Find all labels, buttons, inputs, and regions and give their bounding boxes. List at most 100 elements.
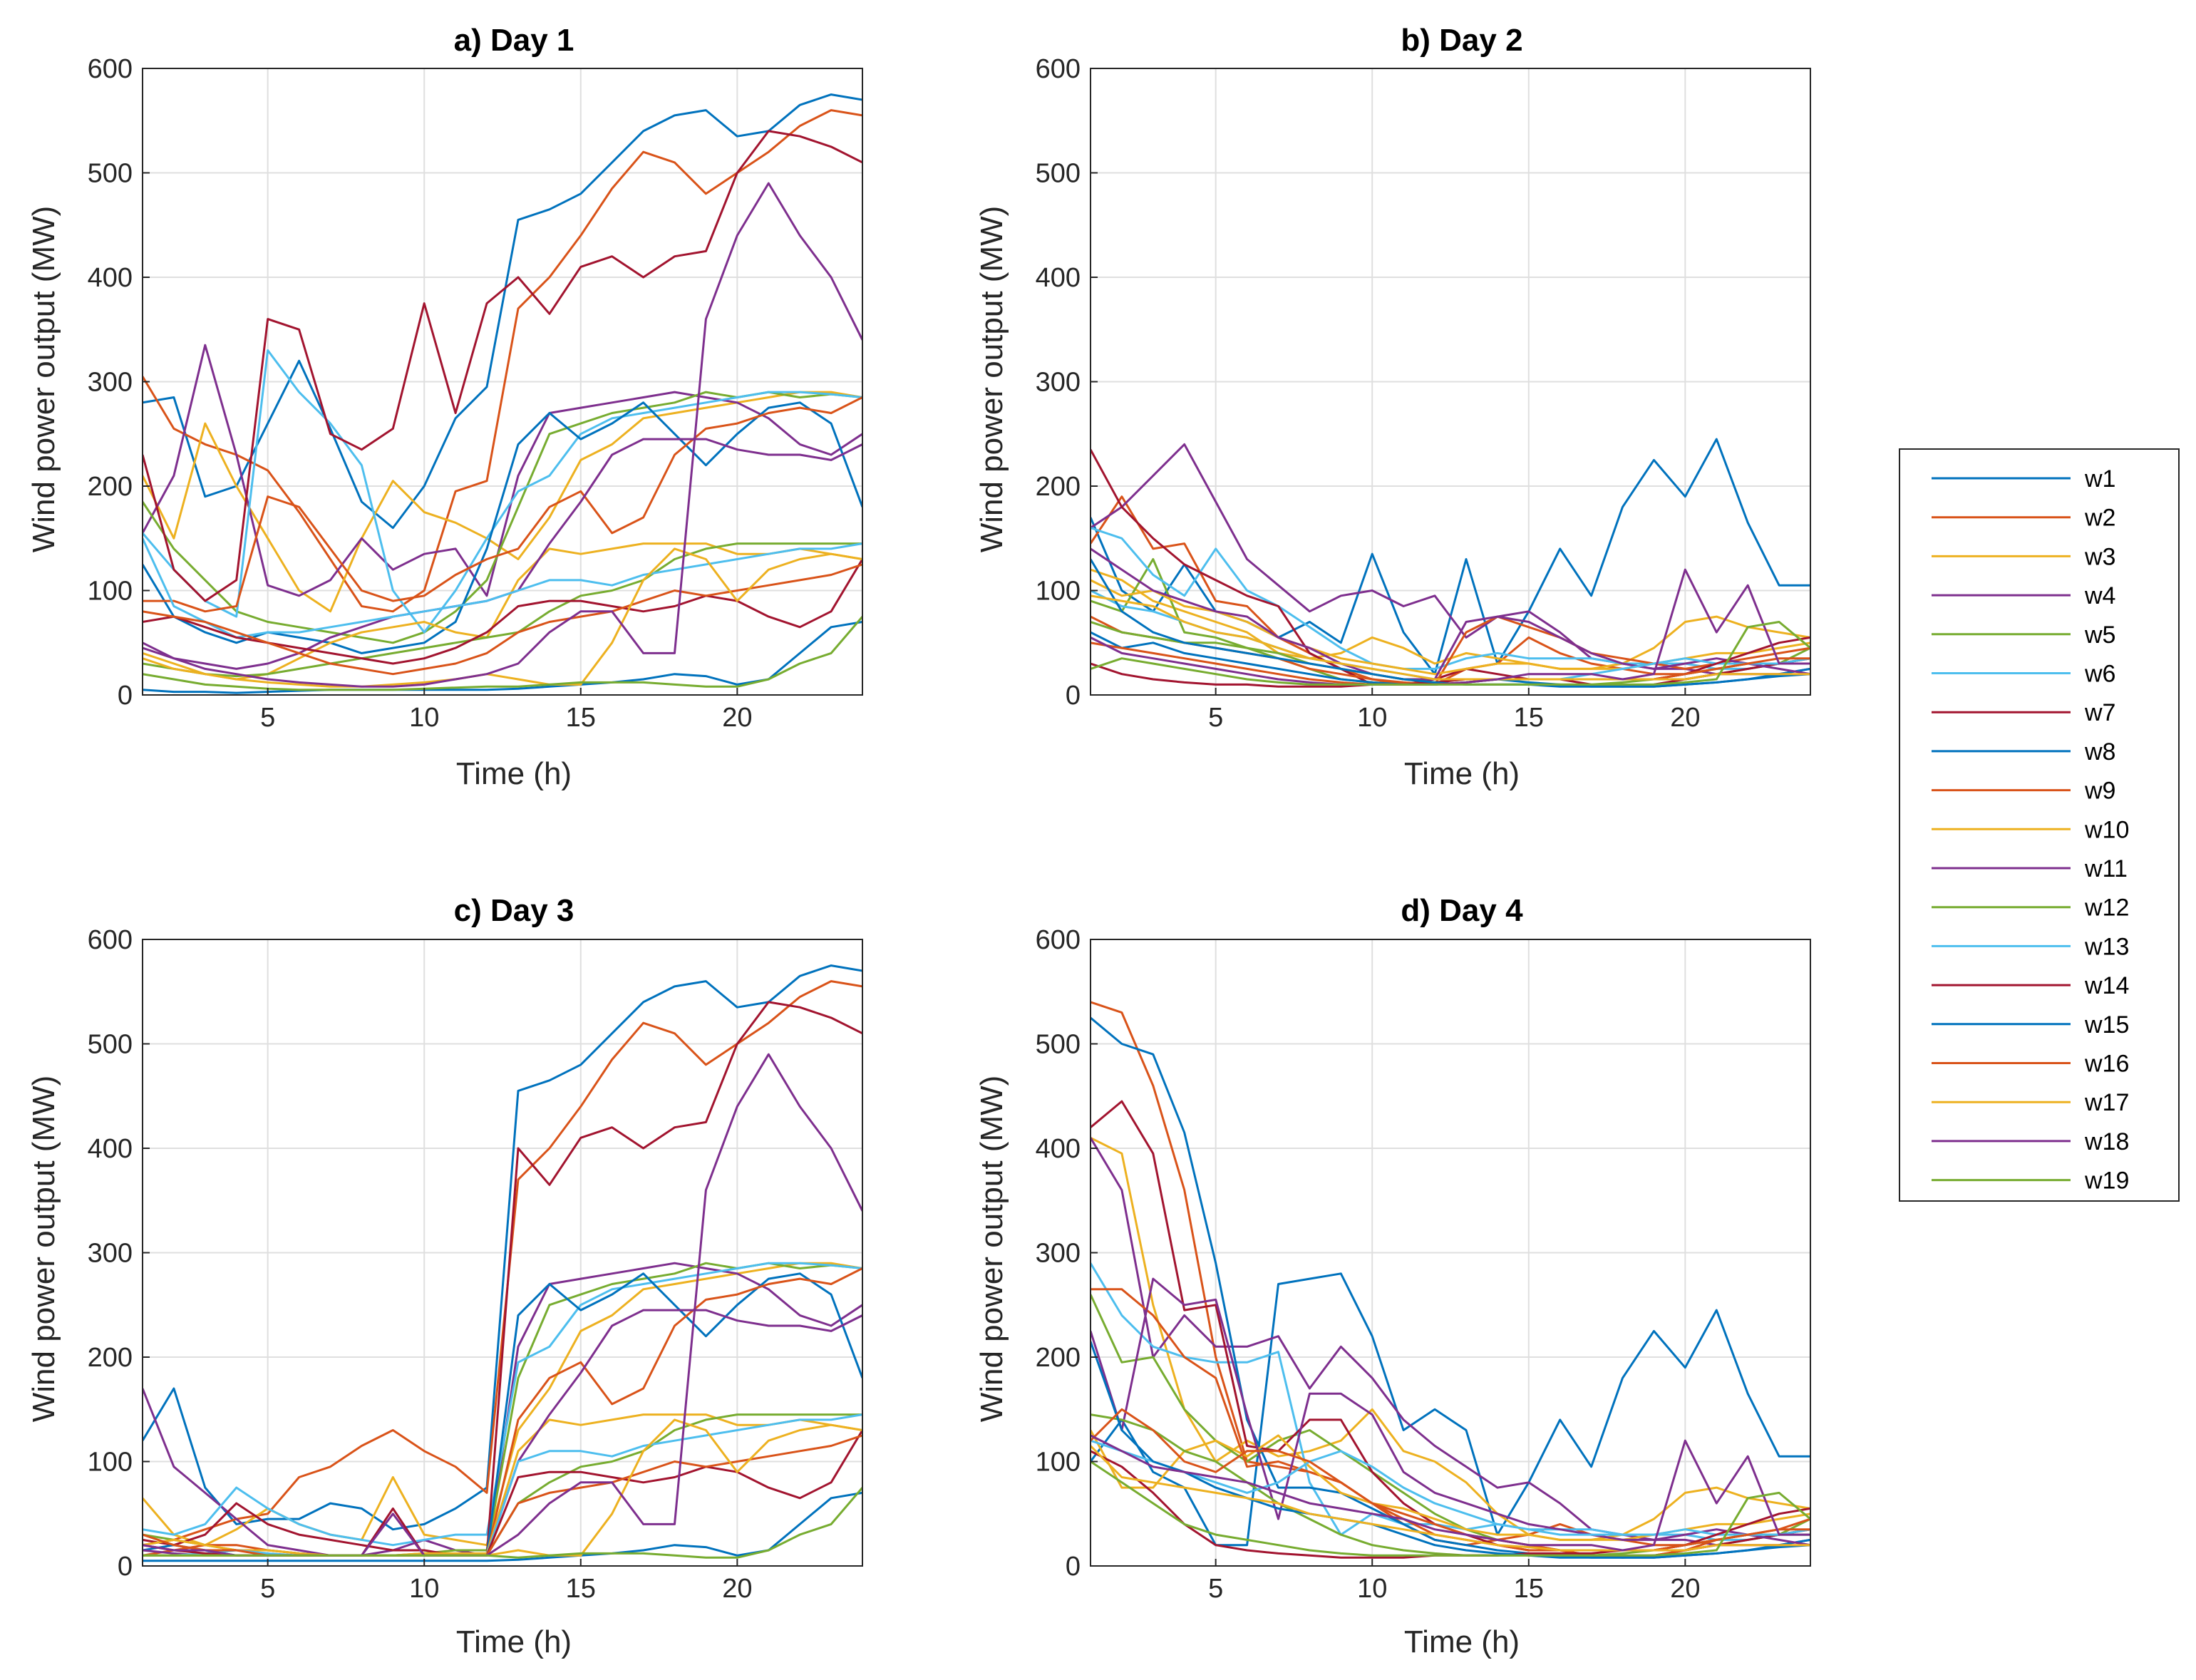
y-tick-label: 0 bbox=[1066, 681, 1081, 711]
series-line-w4 bbox=[143, 344, 862, 597]
y-tick-label: 500 bbox=[1036, 159, 1081, 189]
y-tick-label: 600 bbox=[88, 54, 133, 84]
y-tick-label: 600 bbox=[1036, 54, 1081, 84]
y-tick-label: 300 bbox=[1036, 1239, 1081, 1269]
legend-label-w2: w2 bbox=[2084, 505, 2115, 532]
y-tick-label: 200 bbox=[1036, 472, 1081, 502]
subplot-title: d) Day 4 bbox=[1401, 893, 1523, 928]
legend-label-w13: w13 bbox=[2084, 933, 2129, 960]
series-line-w10 bbox=[1091, 1429, 1810, 1541]
series-line-w19 bbox=[1091, 621, 1810, 686]
legend-label-w18: w18 bbox=[2084, 1128, 2129, 1155]
x-tick-label: 5 bbox=[260, 1574, 275, 1604]
legend-label-w11: w11 bbox=[2084, 855, 2128, 882]
legend-label-w3: w3 bbox=[2084, 543, 2115, 570]
series-line-w1 bbox=[1091, 1272, 1810, 1547]
x-tick-label: 5 bbox=[260, 703, 275, 733]
series-line-w4 bbox=[1091, 1137, 1810, 1547]
y-tick-label: 0 bbox=[1066, 1552, 1081, 1582]
y-tick-label: 400 bbox=[1036, 263, 1081, 293]
legend-label-w8: w8 bbox=[2084, 738, 2115, 766]
series-line-w16 bbox=[1091, 1408, 1810, 1552]
x-tick-label: 15 bbox=[566, 1574, 596, 1604]
legend-label-w15: w15 bbox=[2084, 1011, 2129, 1039]
series-line-w7 bbox=[143, 1001, 862, 1557]
series-line-w16 bbox=[143, 563, 862, 676]
series-line-w19 bbox=[143, 1487, 862, 1559]
series-line-w7 bbox=[143, 130, 862, 602]
legend-label-w4: w4 bbox=[2084, 582, 2115, 609]
y-tick-label: 600 bbox=[88, 925, 133, 955]
x-tick-label: 5 bbox=[1208, 1574, 1223, 1604]
legend-label-w7: w7 bbox=[2084, 699, 2115, 726]
series-line-w11 bbox=[1091, 1277, 1810, 1547]
y-tick-label: 400 bbox=[1036, 1134, 1081, 1164]
subplot-title: c) Day 3 bbox=[454, 893, 574, 928]
legend-label-w9: w9 bbox=[2084, 778, 2115, 805]
series-line-w12 bbox=[143, 542, 862, 678]
series-line-w6 bbox=[1091, 1262, 1810, 1541]
subplot-day-4: d) Day 4 Time (h) Wind power output (MW)… bbox=[974, 893, 1811, 1659]
x-tick-label: 15 bbox=[566, 703, 596, 733]
x-axis-label: Time (h) bbox=[456, 1624, 572, 1659]
y-axis-label: Wind power output (MW) bbox=[974, 1076, 1009, 1423]
x-axis-label: Time (h) bbox=[456, 756, 572, 791]
series-line-w10 bbox=[143, 1413, 862, 1557]
x-tick-label: 20 bbox=[1670, 1574, 1700, 1604]
y-tick-label: 300 bbox=[88, 368, 133, 398]
subplot-day-2: b) Day 2 Time (h) Wind power output (MW)… bbox=[974, 23, 1811, 791]
subplot-title: b) Day 2 bbox=[1401, 23, 1522, 58]
y-tick-label: 500 bbox=[88, 1030, 133, 1060]
series-line-w4 bbox=[1091, 443, 1810, 676]
y-axis-label: Wind power output (MW) bbox=[974, 206, 1009, 553]
y-axis-label: Wind power output (MW) bbox=[26, 1076, 61, 1423]
x-tick-label: 5 bbox=[1208, 703, 1223, 733]
y-tick-label: 300 bbox=[88, 1239, 133, 1269]
legend-label-w12: w12 bbox=[2084, 895, 2129, 922]
y-tick-label: 400 bbox=[88, 1134, 133, 1164]
y-tick-label: 200 bbox=[1036, 1343, 1081, 1373]
series-line-w15 bbox=[143, 621, 862, 694]
y-tick-label: 200 bbox=[88, 472, 133, 502]
legend: w1 w2 w3 w4 w5 w6 w7 w8 w9 w10 w11 w12 w13 w14 w15 w16 w… bbox=[1899, 448, 2180, 1202]
series-line-w3 bbox=[143, 391, 862, 613]
legend-label-w14: w14 bbox=[2084, 972, 2129, 999]
series-line-w6 bbox=[143, 349, 862, 634]
x-tick-label: 20 bbox=[722, 703, 752, 733]
x-tick-label: 15 bbox=[1514, 1574, 1544, 1604]
x-axis-label: Time (h) bbox=[1404, 756, 1520, 791]
legend-label-w6: w6 bbox=[2084, 661, 2115, 688]
series-line-w15 bbox=[1091, 1341, 1810, 1559]
series-line-w13 bbox=[143, 537, 862, 639]
series-line-w11 bbox=[1091, 547, 1810, 681]
x-axis-label: Time (h) bbox=[1404, 1624, 1520, 1659]
series-line-w19 bbox=[1091, 1460, 1810, 1557]
series-line-w6 bbox=[143, 1262, 862, 1547]
series-line-w18 bbox=[143, 182, 862, 688]
legend-label-w17: w17 bbox=[2084, 1089, 2129, 1116]
x-tick-label: 10 bbox=[409, 703, 439, 733]
series-line-w18 bbox=[1091, 1434, 1810, 1552]
y-tick-label: 0 bbox=[118, 681, 133, 711]
series-line-w13 bbox=[1091, 1439, 1810, 1536]
y-tick-label: 0 bbox=[118, 1552, 133, 1582]
y-tick-label: 100 bbox=[88, 577, 133, 607]
series-line-w17 bbox=[1091, 1445, 1810, 1552]
legend-label-w19: w19 bbox=[2084, 1168, 2129, 1195]
y-tick-label: 300 bbox=[1036, 368, 1081, 398]
y-tick-label: 500 bbox=[88, 159, 133, 189]
y-tick-label: 200 bbox=[88, 1343, 133, 1373]
y-axis-label: Wind power output (MW) bbox=[26, 206, 61, 553]
legend-box bbox=[1899, 448, 2180, 1202]
y-tick-label: 600 bbox=[1036, 925, 1081, 955]
x-tick-label: 20 bbox=[722, 1574, 752, 1604]
legend-label-w1: w1 bbox=[2084, 465, 2115, 493]
series-line-w2 bbox=[143, 980, 862, 1547]
series-line-w6 bbox=[1091, 527, 1810, 670]
series-line-w1 bbox=[143, 93, 862, 530]
series-line-w19 bbox=[143, 616, 862, 691]
legend-label-w5: w5 bbox=[2084, 622, 2115, 649]
y-tick-label: 100 bbox=[88, 1448, 133, 1478]
legend-label-w16: w16 bbox=[2084, 1051, 2129, 1078]
